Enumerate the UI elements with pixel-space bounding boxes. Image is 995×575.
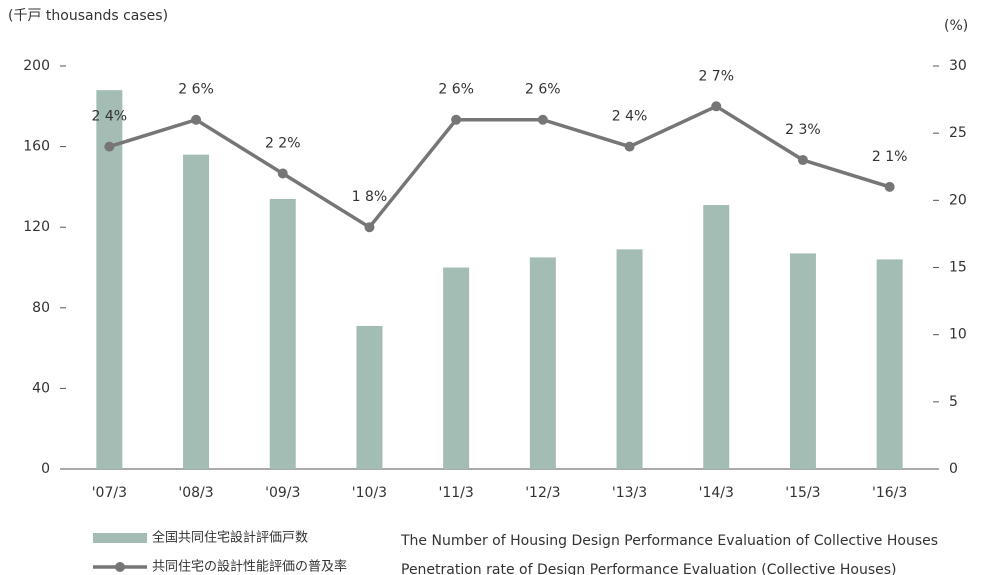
- bar: [529, 257, 556, 469]
- data-label: 2 6%: [438, 82, 474, 98]
- data-label: 2 4%: [612, 109, 648, 125]
- y2-tick-label: 25: [949, 125, 967, 141]
- legend-label: 全国共同住宅設計評価戸数: [152, 530, 308, 546]
- line-marker: [277, 168, 288, 179]
- x-tick-label: '15/3: [785, 485, 820, 501]
- bar: [269, 198, 296, 470]
- line-marker: [537, 114, 548, 125]
- bar: [703, 205, 730, 469]
- line-marker: [797, 155, 808, 166]
- data-label: 2 1%: [872, 149, 908, 165]
- y2-tick-label: 30: [949, 58, 967, 74]
- y2-axis-label: (%): [944, 18, 968, 34]
- legend-description: Penetration rate of Design Performance E…: [401, 562, 897, 575]
- x-tick-label: '13/3: [612, 485, 647, 501]
- y-tick-label: 200: [23, 58, 50, 74]
- y-tick-label: 40: [32, 380, 50, 396]
- x-tick-label: '11/3: [439, 485, 474, 501]
- y2-tick-label: 15: [949, 260, 967, 276]
- x-tick-label: '16/3: [872, 485, 907, 501]
- x-tick-label: '07/3: [92, 485, 127, 501]
- x-tick-label: '14/3: [699, 485, 734, 501]
- x-tick-label: '10/3: [352, 485, 387, 501]
- line-marker: [711, 101, 722, 112]
- line-marker: [451, 114, 462, 125]
- bar: [96, 90, 123, 470]
- data-label: 2 3%: [785, 122, 821, 138]
- legend-description: The Number of Housing Design Performance…: [400, 533, 938, 549]
- data-label: 2 4%: [92, 109, 128, 125]
- line: [108, 104, 891, 230]
- y2-tick-label: 20: [949, 192, 967, 208]
- data-label: 2 6%: [178, 82, 214, 98]
- bar: [616, 249, 643, 469]
- y2-tick-label: 10: [949, 327, 967, 343]
- legend-marker: [115, 562, 125, 572]
- line-marker: [624, 141, 635, 152]
- y-axis-label: (千戸 thousands cases): [8, 8, 168, 24]
- x-tick-label: '08/3: [178, 485, 213, 501]
- x-tick-label: '12/3: [525, 485, 560, 501]
- bar: [443, 267, 470, 469]
- y2-tick-label: 5: [949, 394, 958, 410]
- data-label: 2 6%: [525, 82, 561, 98]
- bar: [356, 325, 383, 469]
- data-label: 2 2%: [265, 135, 301, 151]
- bar: [789, 253, 816, 469]
- y-tick-label: 120: [23, 219, 50, 235]
- y-tick-label: 160: [23, 139, 50, 155]
- line-marker: [364, 222, 375, 233]
- y2-tick-label: 0: [949, 461, 958, 477]
- bar: [183, 154, 210, 469]
- line-marker: [884, 181, 895, 192]
- data-label: 2 7%: [698, 68, 734, 84]
- y-tick-label: 0: [41, 461, 50, 477]
- line-marker: [191, 114, 202, 125]
- x-tick-label: '09/3: [265, 485, 300, 501]
- bar: [876, 259, 903, 469]
- legend-swatch: [93, 533, 147, 543]
- line-marker: [104, 141, 115, 152]
- data-label: 1 8%: [352, 189, 388, 205]
- legend-label: 共同住宅の設計性能評価の普及率: [152, 559, 347, 575]
- y-tick-label: 80: [32, 300, 50, 316]
